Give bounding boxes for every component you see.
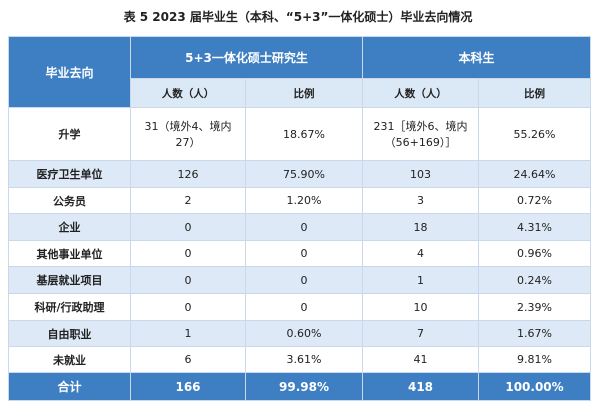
table-row: 基层就业项目 0 0 1 0.24% [8, 266, 592, 294]
cell: 75.90% [244, 160, 364, 188]
cell: 55.26% [478, 107, 592, 161]
cell: 0 [130, 213, 246, 241]
row-label: 基层就业项目 [8, 266, 131, 294]
cell: 0.24% [478, 266, 592, 294]
row-label: 升学 [8, 107, 131, 161]
cell: 10 [362, 293, 480, 321]
table-title: 表 5 2023 届毕业生（本科、“5+3”一体化硕士）毕业去向情况 [123, 10, 473, 24]
cell: 41 [362, 346, 480, 373]
cell: 0 [244, 266, 364, 294]
cell: 166 [130, 372, 246, 401]
cell: 2 [130, 187, 246, 214]
cell: 0 [130, 240, 246, 267]
table-row: 医疗卫生单位 126 75.90% 103 24.64% [8, 160, 592, 188]
cell: 31（境外4、境内27） [130, 107, 246, 161]
cell: 100.00% [478, 372, 592, 401]
row-label: 自由职业 [8, 320, 131, 347]
table-row: 科研/行政助理 0 0 10 2.39% [8, 293, 592, 321]
cell: 0.72% [478, 187, 592, 214]
table: 毕业去向 5+3一体化硕士研究生 本科生 人数（人） 比例 人数（人） 比例 升学 31… [8, 36, 592, 401]
cell: 18.67% [244, 107, 364, 161]
cell: 1.67% [478, 320, 592, 347]
cell: 3 [362, 187, 480, 214]
cell: 1 [362, 266, 480, 294]
cell: 1.20% [244, 187, 364, 214]
subheader-row: 人数（人） 比例 人数（人） 比例 [9, 78, 592, 108]
group-header: 5+3一体化硕士研究生 [129, 36, 364, 79]
table-row: 公务员 2 1.20% 3 0.72% [8, 187, 592, 214]
cell: 0 [244, 293, 364, 321]
row-label: 公务员 [8, 187, 131, 214]
cell: 0 [244, 213, 364, 241]
row-label: 未就业 [8, 346, 131, 373]
cell: 24.64% [478, 160, 592, 188]
table-body: 升学 31（境外4、境内27） 18.67% 231［境外6、境内（56+169）］ 5… [8, 107, 592, 401]
cell: 99.98% [244, 372, 364, 401]
subheader: 比例 [244, 78, 364, 108]
cell: 2.39% [478, 293, 592, 321]
table-row: 其他事业单位 0 0 4 0.96% [8, 240, 592, 267]
total-row: 合计 166 99.98% 418 100.00% [8, 372, 592, 401]
row-label: 科研/行政助理 [8, 293, 131, 321]
cell: 6 [130, 346, 246, 373]
cell: 9.81% [478, 346, 592, 373]
cell: 4.31% [478, 213, 592, 241]
cell: 126 [130, 160, 246, 188]
row-label: 合计 [8, 372, 131, 401]
cell: 18 [362, 213, 480, 241]
row-label-header: 毕业去向 [8, 36, 131, 108]
subheader: 比例 [478, 78, 592, 108]
table-row: 企业 0 0 18 4.31% [8, 213, 592, 241]
cell: 418 [362, 372, 480, 401]
row-label: 企业 [8, 213, 131, 241]
cell: 3.61% [244, 346, 364, 373]
row-label: 其他事业单位 [8, 240, 131, 267]
row-label: 医疗卫生单位 [8, 160, 131, 188]
cell: 231［境外6、境内（56+169）］ [362, 107, 480, 161]
cell: 0 [130, 266, 246, 294]
group-header: 本科生 [362, 36, 592, 79]
cell: 0.60% [244, 320, 364, 347]
table-row: 自由职业 1 0.60% 7 1.67% [8, 320, 592, 347]
cell: 0 [244, 240, 364, 267]
subheader: 人数（人） [362, 78, 480, 108]
subheader: 人数（人） [130, 78, 246, 108]
cell: 0.96% [478, 240, 592, 267]
cell: 1 [130, 320, 246, 347]
cell: 4 [362, 240, 480, 267]
table-row: 升学 31（境外4、境内27） 18.67% 231［境外6、境内（56+169）］ 5… [8, 107, 592, 161]
table-row: 未就业 6 3.61% 41 9.81% [8, 346, 592, 373]
cell: 7 [362, 320, 480, 347]
cell: 0 [130, 293, 246, 321]
cell: 103 [362, 160, 480, 188]
